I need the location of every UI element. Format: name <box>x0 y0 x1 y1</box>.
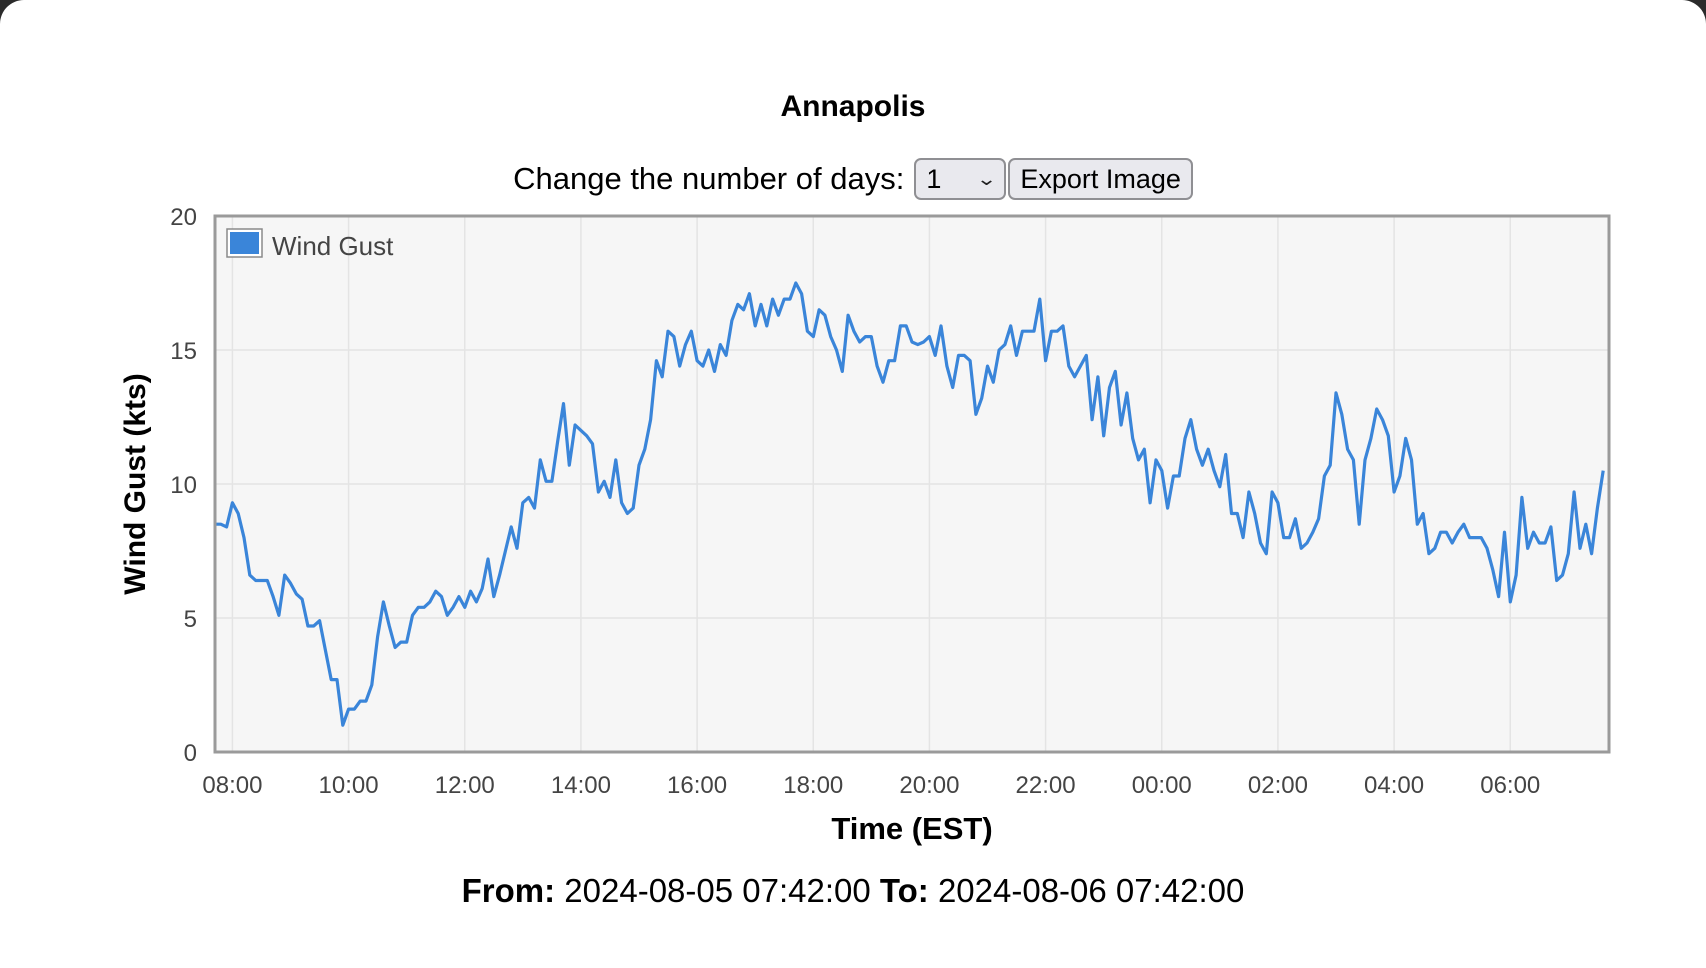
y-axis-label: Wind Gust (kts) <box>119 373 152 594</box>
x-axis-ticks: 08:00 10:00 12:00 14:00 16:00 18:00 20:00 22:00… <box>202 772 1540 799</box>
days-label: Change the number of days: <box>513 161 905 196</box>
x-tick-label: 04:00 <box>1364 772 1424 799</box>
to-label: To: <box>879 872 929 909</box>
x-tick-label: 08:00 <box>202 772 262 799</box>
chevron-down-icon: ⌄ <box>976 168 998 189</box>
x-tick-label: 00:00 <box>1132 772 1192 799</box>
days-select-value: 1 <box>926 163 942 194</box>
legend: Wind Gust <box>226 228 394 261</box>
x-tick-label: 20:00 <box>899 772 959 799</box>
x-tick-label: 02:00 <box>1248 772 1308 799</box>
from-value: 2024-08-05 07:42:00 <box>564 872 871 909</box>
y-axis-ticks: 0 5 10 15 20 <box>170 204 197 767</box>
legend-swatch-wind-gust <box>230 232 259 254</box>
x-tick-label: 14:00 <box>551 772 611 799</box>
date-range: From: 2024-08-05 07:42:00 To: 2024-08-06… <box>0 872 1706 910</box>
to-value: 2024-08-06 07:42:00 <box>937 872 1245 909</box>
series-line-wind-gust <box>215 281 1605 727</box>
page-title: Annapolis <box>780 90 926 123</box>
legend-label-wind-gust: Wind Gust <box>272 231 394 261</box>
x-axis-label: Time (EST) <box>831 811 992 846</box>
y-tick-label: 20 <box>170 204 197 231</box>
export-image-button[interactable]: Export Image <box>1008 158 1193 200</box>
from-label: From: <box>461 872 556 909</box>
y-tick-label: 0 <box>184 740 197 767</box>
x-tick-label: 10:00 <box>319 772 379 799</box>
x-tick-label: 22:00 <box>1016 772 1076 799</box>
y-tick-label: 10 <box>170 472 197 499</box>
x-tick-label: 12:00 <box>435 772 495 799</box>
x-tick-label: 16:00 <box>667 772 727 799</box>
controls-bar: Change the number of days: 1 ⌄ Export Im… <box>0 158 1706 200</box>
y-tick-label: 15 <box>170 338 197 365</box>
plot-border <box>213 214 1611 754</box>
x-tick-label: 18:00 <box>783 772 843 799</box>
y-tick-label: 5 <box>184 606 197 633</box>
days-select[interactable]: 1 ⌄ <box>914 158 1007 200</box>
x-tick-label: 06:00 <box>1480 772 1540 799</box>
